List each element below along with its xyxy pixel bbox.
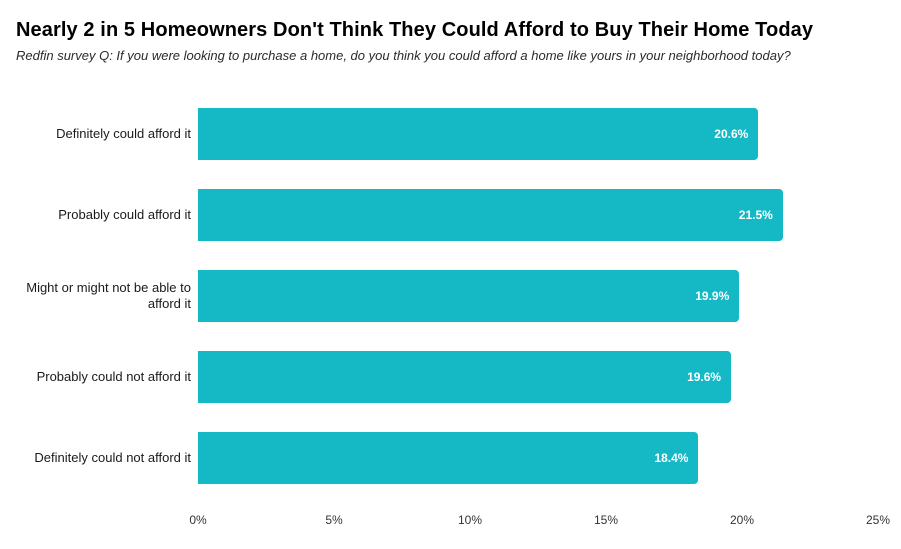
- bar-value-label: 18.4%: [654, 451, 689, 465]
- category-label: Probably could afford it: [58, 207, 191, 222]
- category-label: Definitely could afford it: [56, 126, 191, 141]
- bar-track: 20.6%: [198, 108, 878, 160]
- x-axis: 0% 5% 10% 15% 20% 25%: [189, 513, 890, 529]
- bar-track: 18.4%: [198, 432, 878, 484]
- x-axis-tick-label: 20%: [729, 513, 755, 527]
- bar-row: Might or might not be able to afford it 1…: [16, 270, 885, 322]
- bar: 21.5%: [198, 189, 783, 241]
- bar-value-label: 20.6%: [714, 127, 749, 141]
- bar-value-label: 19.9%: [695, 289, 730, 303]
- bar-track: 19.6%: [198, 351, 878, 403]
- x-axis-tick-label: 15%: [593, 513, 619, 527]
- x-axis-tick-label: 0%: [189, 513, 207, 527]
- category-label: Probably could not afford it: [36, 369, 191, 384]
- bar: 19.9%: [198, 270, 740, 322]
- x-axis-tick-label: 25%: [865, 513, 891, 527]
- x-axis-tick-label: 10%: [457, 513, 483, 527]
- category-label: Might or might not be able to afford it: [26, 280, 191, 311]
- bar: 18.4%: [198, 432, 699, 484]
- chart-title: Nearly 2 in 5 Homeowners Don't Think The…: [16, 19, 814, 41]
- bar-row: Probably could afford it 21.5%: [16, 189, 885, 241]
- bar-track: 19.9%: [198, 270, 878, 322]
- bar-chart: Definitely could afford it 20.6% Probably …: [16, 108, 890, 529]
- bar-row: Definitely could afford it 20.6%: [16, 108, 885, 160]
- chart-subtitle: Redfin survey Q: If you were looking to …: [16, 48, 791, 63]
- bar: 19.6%: [198, 351, 732, 403]
- bar-value-label: 21.5%: [738, 208, 773, 222]
- bar-value-label: 19.6%: [687, 370, 722, 384]
- category-label: Definitely could not afford it: [34, 450, 191, 465]
- x-axis-tick-label: 5%: [325, 513, 343, 527]
- bar-row: Definitely could not afford it 18.4%: [16, 432, 885, 484]
- bar: 20.6%: [198, 108, 759, 160]
- bar-track: 21.5%: [198, 189, 878, 241]
- bar-row: Probably could not afford it 19.6%: [16, 351, 885, 403]
- bar-rows: Definitely could afford it 20.6% Probably …: [16, 108, 885, 484]
